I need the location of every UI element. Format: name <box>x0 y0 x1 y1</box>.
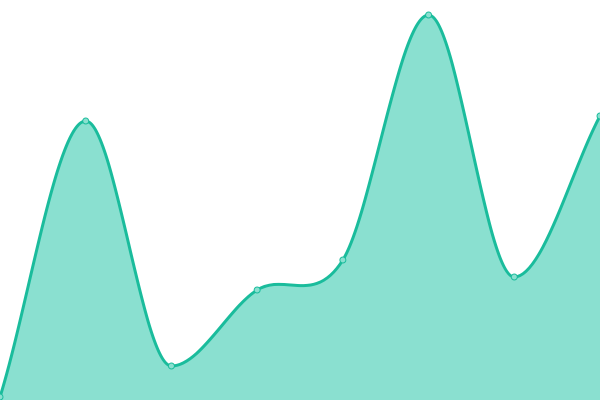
data-point-2 <box>167 362 175 370</box>
data-point-7 <box>596 112 600 120</box>
area-fill <box>0 15 600 400</box>
data-point-0 <box>0 393 4 400</box>
data-point-4 <box>339 256 347 264</box>
data-point-3 <box>253 286 261 294</box>
data-points <box>0 11 600 400</box>
data-point-5 <box>425 11 433 19</box>
data-point-1 <box>82 117 90 125</box>
data-point-6 <box>510 273 518 281</box>
